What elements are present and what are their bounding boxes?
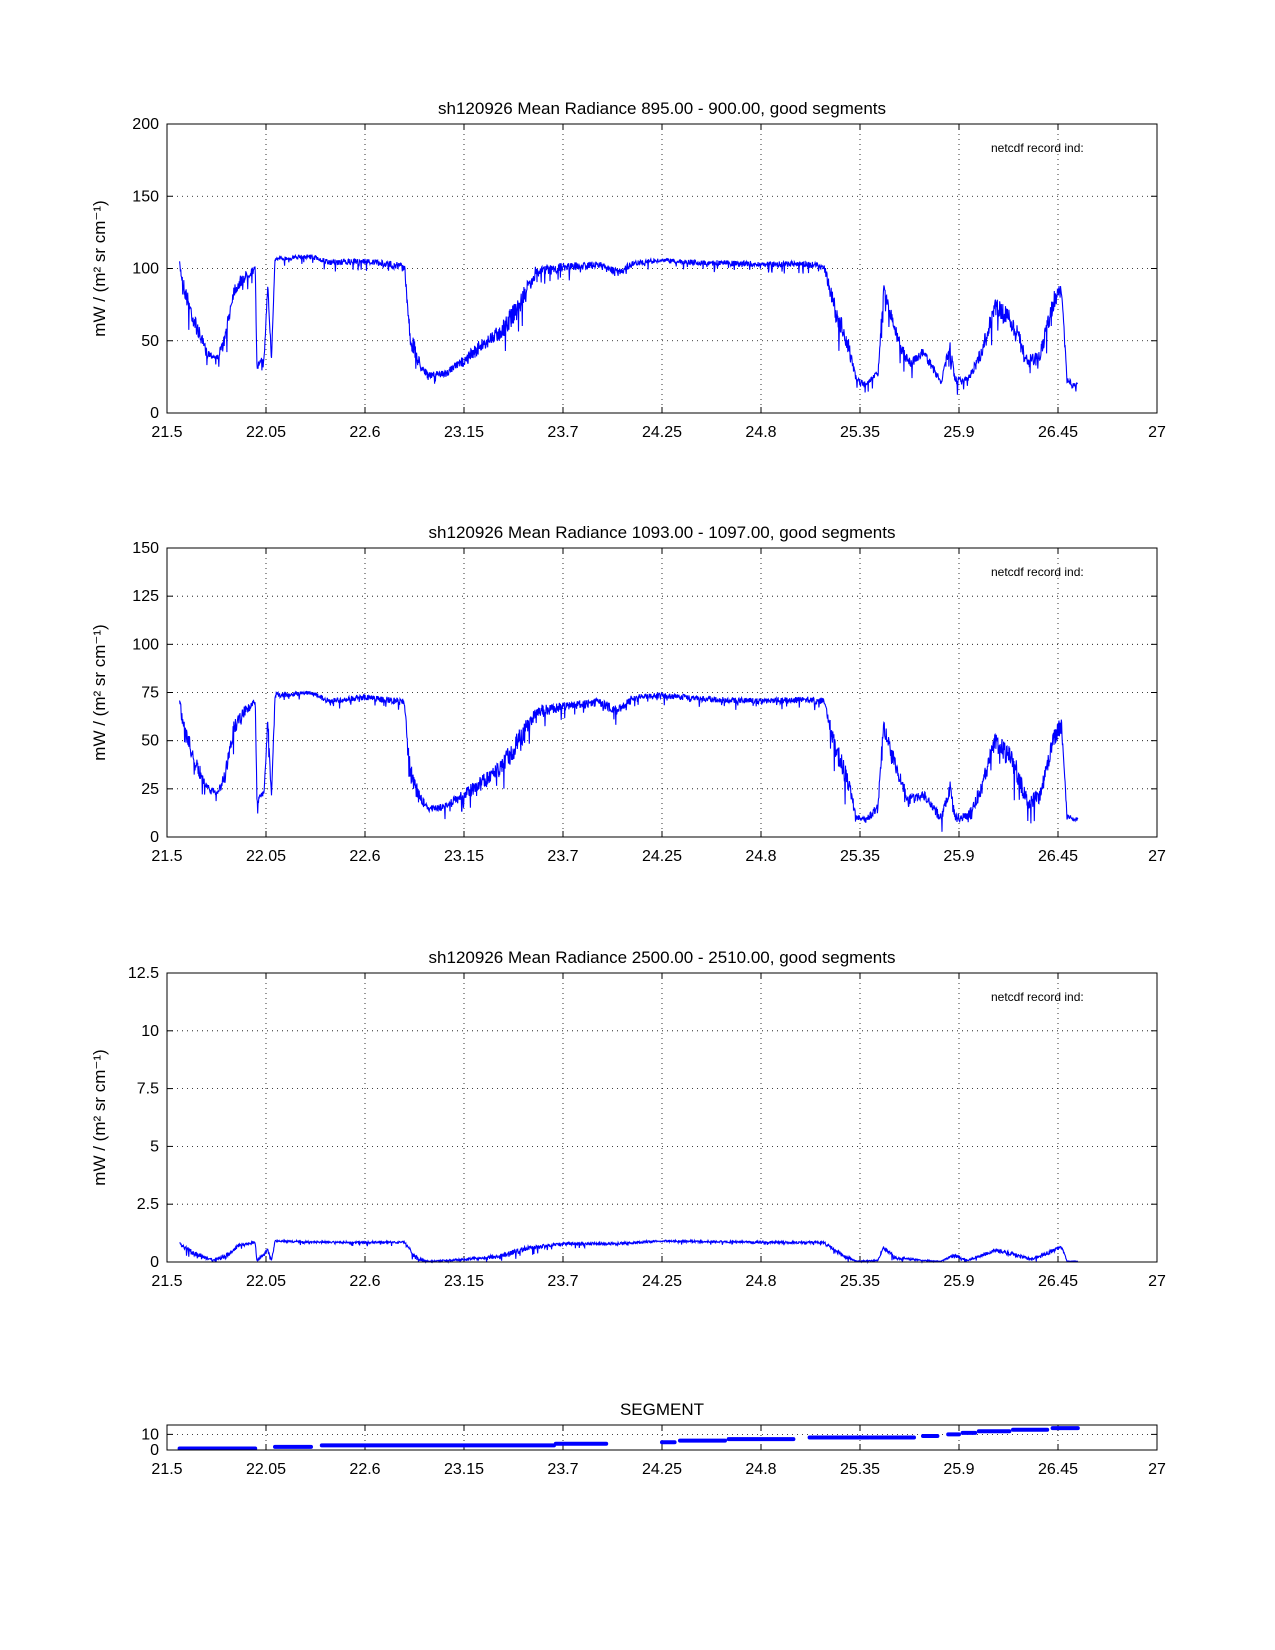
x-tick-label: 24.25 xyxy=(642,1273,682,1290)
x-tick-label: 22.6 xyxy=(349,1461,380,1478)
x-tick-label: 21.5 xyxy=(151,1461,182,1478)
x-tick-label: 22.6 xyxy=(349,424,380,441)
axes-frame xyxy=(166,1424,1158,1451)
x-tick-label: 23.7 xyxy=(547,424,578,441)
y-axis-label: mW / (m² sr cm⁻¹) xyxy=(90,624,109,760)
x-tick-label: 24.25 xyxy=(642,848,682,865)
x-tick-label: 24.25 xyxy=(642,424,682,441)
y-axis-label: mW / (m² sr cm⁻¹) xyxy=(90,1049,109,1185)
chart-title: sh120926 Mean Radiance 2500.00 - 2510.00… xyxy=(429,948,896,967)
x-tick-label: 24.25 xyxy=(642,1461,682,1478)
x-tick-label: 27 xyxy=(1148,1273,1166,1290)
chart-4: SEGMENT 21.5 22.05 22.6 23.15 23.7 24.25 24.8 25… xyxy=(141,1400,1166,1478)
axes-frame xyxy=(166,547,1158,838)
x-tick-label: 25.35 xyxy=(840,1461,880,1478)
x-tick-label: 25.9 xyxy=(943,1461,974,1478)
record-annotation: netcdf record ind: xyxy=(991,141,1084,155)
y-tick-label: 200 xyxy=(132,116,159,133)
x-tick-label: 27 xyxy=(1148,848,1166,865)
x-tick-label: 24.8 xyxy=(745,424,776,441)
series-line xyxy=(179,253,1078,395)
x-tick-label: 24.8 xyxy=(745,1273,776,1290)
x-tick-label: 27 xyxy=(1148,1461,1166,1478)
x-tick-label: 23.7 xyxy=(547,1461,578,1478)
x-tick-label: 25.9 xyxy=(943,1273,974,1290)
axes-frame xyxy=(166,972,1158,1263)
x-tick-label: 23.15 xyxy=(444,424,484,441)
y-tick-label: 50 xyxy=(141,333,159,350)
x-tick-label: 23.7 xyxy=(547,1273,578,1290)
y-tick-label: 7.5 xyxy=(137,1081,159,1098)
series-line xyxy=(179,1238,1079,1265)
y-tick-label: 5 xyxy=(150,1138,159,1155)
y-tick-label: 125 xyxy=(132,588,159,605)
x-tick-label: 26.45 xyxy=(1038,424,1078,441)
y-tick-label: 100 xyxy=(132,261,159,278)
y-tick-label: 12.5 xyxy=(128,965,159,982)
y-tick-label: 0 xyxy=(150,405,159,422)
x-tick-label: 25.9 xyxy=(943,424,974,441)
y-tick-label: 0 xyxy=(150,829,159,846)
x-tick-label: 25.9 xyxy=(943,848,974,865)
x-tick-label: 22.05 xyxy=(246,1461,286,1478)
x-tick-label: 25.35 xyxy=(840,848,880,865)
y-tick-label: 75 xyxy=(141,685,159,702)
x-tick-label: 22.6 xyxy=(349,1273,380,1290)
x-tick-label: 22.6 xyxy=(349,848,380,865)
y-tick-label: 0 xyxy=(150,1442,159,1459)
x-tick-label: 23.7 xyxy=(547,848,578,865)
y-tick-label: 2.5 xyxy=(137,1196,159,1213)
x-tick-label: 24.8 xyxy=(745,848,776,865)
record-annotation: netcdf record ind: xyxy=(991,565,1084,579)
y-tick-label: 150 xyxy=(132,188,159,205)
x-tick-label: 26.45 xyxy=(1038,848,1078,865)
axes-frame xyxy=(166,123,1158,414)
chart-3: sh120926 Mean Radiance 2500.00 - 2510.00… xyxy=(90,948,1166,1290)
x-tick-label: 23.15 xyxy=(444,848,484,865)
x-tick-label: 23.15 xyxy=(444,1461,484,1478)
x-tick-label: 22.05 xyxy=(246,848,286,865)
series-line xyxy=(179,690,1079,832)
record-annotation: netcdf record ind: xyxy=(991,990,1084,1004)
x-tick-label: 25.35 xyxy=(840,424,880,441)
x-tick-label: 22.05 xyxy=(246,424,286,441)
x-tick-label: 27 xyxy=(1148,424,1166,441)
y-tick-label: 10 xyxy=(141,1023,159,1040)
x-tick-label: 26.45 xyxy=(1038,1273,1078,1290)
chart-title: SEGMENT xyxy=(620,1400,704,1419)
chart-2: sh120926 Mean Radiance 1093.00 - 1097.00… xyxy=(90,523,1166,865)
chart-title: sh120926 Mean Radiance 1093.00 - 1097.00… xyxy=(429,523,896,542)
x-tick-label: 24.8 xyxy=(745,1461,776,1478)
y-tick-label: 150 xyxy=(132,540,159,557)
chart-title: sh120926 Mean Radiance 895.00 - 900.00, … xyxy=(438,99,886,118)
y-axis-label: mW / (m² sr cm⁻¹) xyxy=(90,200,109,336)
x-tick-label: 25.35 xyxy=(840,1273,880,1290)
y-tick-label: 0 xyxy=(150,1254,159,1271)
x-tick-label: 26.45 xyxy=(1038,1461,1078,1478)
x-tick-label: 22.05 xyxy=(246,1273,286,1290)
y-tick-label: 10 xyxy=(141,1426,159,1443)
y-tick-label: 50 xyxy=(141,733,159,750)
y-tick-label: 100 xyxy=(132,636,159,653)
x-tick-label: 23.15 xyxy=(444,1273,484,1290)
chart-1: sh120926 Mean Radiance 895.00 - 900.00, … xyxy=(90,99,1166,441)
x-tick-label: 21.5 xyxy=(151,424,182,441)
x-tick-label: 21.5 xyxy=(151,848,182,865)
x-tick-label: 21.5 xyxy=(151,1273,182,1290)
y-tick-label: 25 xyxy=(141,781,159,798)
